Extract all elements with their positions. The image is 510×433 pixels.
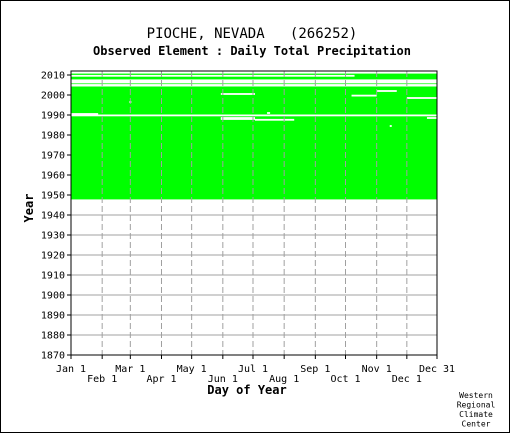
- chart-title: PIOCHE, NEVADA (266252): [147, 26, 358, 42]
- missing-data-segment: [220, 93, 256, 95]
- y-tick-label: 2010: [41, 71, 65, 82]
- y-tick-label: 1900: [41, 291, 65, 302]
- plot-area-border: [70, 70, 438, 356]
- missing-data-segment: [71, 113, 99, 115]
- y-axis-label: Year: [22, 194, 36, 223]
- x-tick-label-bottom: Feb 1: [87, 374, 117, 385]
- y-tick-label: 1880: [41, 331, 65, 342]
- chart-subtitle: Observed Element : Daily Total Precipita…: [93, 44, 411, 58]
- missing-data-segment: [267, 112, 271, 114]
- missing-data-segment: [71, 74, 355, 77]
- y-tick-label: 1990: [41, 111, 65, 122]
- missing-data-segment: [255, 118, 295, 121]
- y-tick-label: 1920: [41, 251, 65, 262]
- missing-data-segment: [426, 117, 437, 119]
- x-tick-label-bottom: Dec 1: [392, 374, 422, 385]
- y-tick-label: 2000: [41, 91, 65, 102]
- y-tick-label: 1960: [41, 171, 65, 182]
- x-tick-label-top: Jan 1: [56, 364, 86, 375]
- missing-data-segment: [71, 114, 437, 117]
- data-layer: [71, 73, 437, 200]
- missing-data-segment: [389, 125, 392, 127]
- x-tick-label-top: Dec 31: [419, 364, 455, 375]
- missing-data-segment: [71, 84, 437, 86]
- x-tick-label-top: Sep 1: [300, 364, 330, 375]
- y-tick-label: 1930: [41, 231, 65, 242]
- y-axis: 2010 2000 1990 1980 1970 1960 1950 1940 1930 1920…: [41, 71, 71, 362]
- credit-line: Regional: [457, 401, 496, 410]
- missing-data-segment: [376, 90, 397, 92]
- y-tick-label: 1890: [41, 311, 65, 322]
- x-tick-label-top: Jul 1: [238, 364, 268, 375]
- x-tick-label-top: Mar 1: [115, 364, 145, 375]
- y-tick-label: 1940: [41, 211, 65, 222]
- missing-data-segment: [220, 117, 256, 119]
- missing-data-segment: [220, 118, 256, 120]
- missing-data-segment: [351, 94, 377, 97]
- x-tick-label-bottom: Jun 1: [208, 374, 238, 385]
- credit-line: Climate: [459, 410, 493, 419]
- x-tick-label-top: May 1: [177, 364, 207, 375]
- x-tick-label-bottom: Oct 1: [330, 374, 360, 385]
- y-tick-label: 1950: [41, 191, 65, 202]
- data-record-block: [71, 83, 437, 200]
- missing-data-segment: [406, 97, 437, 99]
- credit-line: Western: [459, 391, 493, 400]
- y-tick-label: 1910: [41, 271, 65, 282]
- credit-line: Center: [462, 420, 491, 429]
- month-grid-lines: [101, 71, 408, 355]
- x-tick-label-bottom: Apr 1: [146, 374, 176, 385]
- y-tick-label: 1980: [41, 131, 65, 142]
- x-axis: Jan 1 Mar 1 May 1 Jul 1 Sep 1 Nov 1 Dec 31 Feb …: [56, 355, 455, 385]
- x-axis-label: Day of Year: [207, 383, 286, 397]
- y-tick-label: 1870: [41, 351, 65, 362]
- x-tick-label-top: Nov 1: [362, 364, 392, 375]
- x-tick-label-bottom: Aug 1: [269, 374, 299, 385]
- y-tick-label: 1970: [41, 151, 65, 162]
- missing-data-layer: [71, 74, 437, 127]
